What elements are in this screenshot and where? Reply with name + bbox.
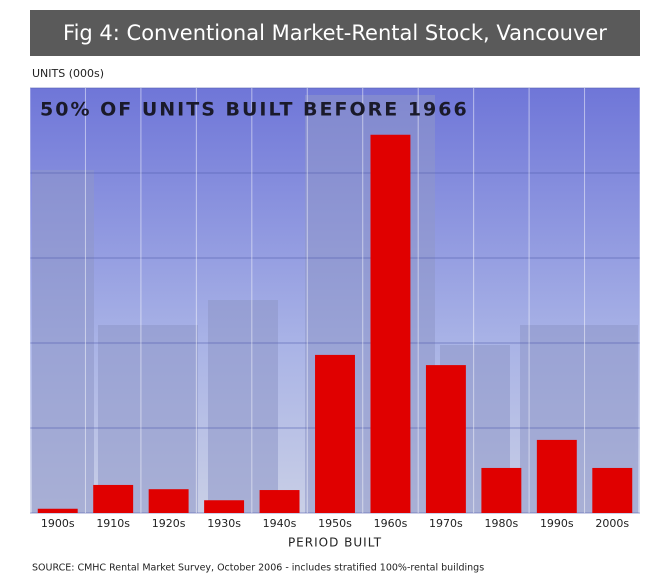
x-tick-label: 2000s <box>595 517 629 530</box>
title-bar <box>30 10 640 56</box>
x-tick-label: 1950s <box>318 517 352 530</box>
x-tick-label: 1970s <box>429 517 463 530</box>
x-tick-label: 1960s <box>374 517 408 530</box>
x-tick-label: 1980s <box>484 517 518 530</box>
x-axis-label: PERIOD BUILT <box>288 536 382 550</box>
bar <box>37 508 78 513</box>
x-tick-label: 1900s <box>41 517 75 530</box>
bar <box>315 354 355 513</box>
bar <box>592 467 633 513</box>
bar <box>425 365 466 513</box>
y-axis-label: UNITS (000s) <box>32 67 104 80</box>
chart-title: Fig 4: Conventional Market-Rental Stock,… <box>63 21 607 45</box>
x-tick-label: 1940s <box>263 517 297 530</box>
bar <box>204 500 245 513</box>
x-tick-label: 1920s <box>152 517 186 530</box>
bar <box>148 489 189 513</box>
bar <box>259 490 300 513</box>
bar <box>93 484 134 513</box>
x-tick-label: 1990s <box>540 517 574 530</box>
bar <box>536 439 577 513</box>
x-tick-label: 1930s <box>207 517 241 530</box>
source-note: SOURCE: CMHC Rental Market Survey, Octob… <box>32 563 484 574</box>
bar <box>481 467 522 513</box>
bar <box>370 134 411 513</box>
x-tick-label: 1910s <box>96 517 130 530</box>
annotation: 50% OF UNITS BUILT BEFORE 1966 <box>40 99 469 121</box>
